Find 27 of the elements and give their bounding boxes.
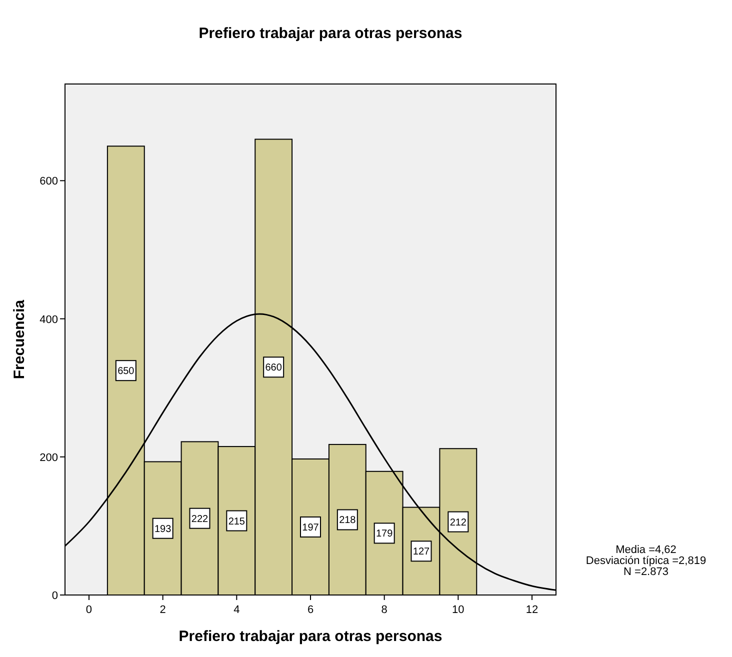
data-label: 215	[228, 516, 246, 528]
data-label: 212	[450, 517, 467, 528]
data-label: 222	[191, 514, 209, 525]
text: Media =4,62	[616, 544, 676, 556]
x-tick-label: 4	[234, 604, 240, 616]
x-tick-label: 12	[526, 604, 538, 616]
text: N =2.873	[624, 566, 668, 578]
data-label: 660	[265, 362, 282, 374]
y-axis-title: Frecuencia	[11, 299, 28, 380]
x-tick-label: 2	[160, 604, 166, 616]
x-tick-label: 8	[381, 604, 388, 616]
chart-title: Prefiero trabajar para otras personas	[198, 25, 462, 42]
data-label: 127	[412, 546, 430, 558]
text: Desviación típica =2,819	[586, 555, 706, 567]
x-axis-title: Prefiero trabajar para otras personas	[178, 628, 442, 645]
y-tick-label: 200	[40, 452, 58, 464]
x-tick-label: 6	[307, 604, 314, 616]
y-tick-label: 600	[40, 176, 58, 188]
y-tick-label: 0	[52, 590, 58, 602]
data-label: 650	[118, 366, 135, 378]
data-label: 193	[154, 524, 172, 535]
y-tick-label: 400	[40, 314, 58, 326]
data-label: 179	[376, 528, 394, 540]
x-tick-label: 10	[452, 604, 464, 616]
x-tick-label: 0	[86, 604, 92, 616]
data-label: 197	[302, 522, 320, 534]
data-label: 218	[339, 515, 356, 526]
